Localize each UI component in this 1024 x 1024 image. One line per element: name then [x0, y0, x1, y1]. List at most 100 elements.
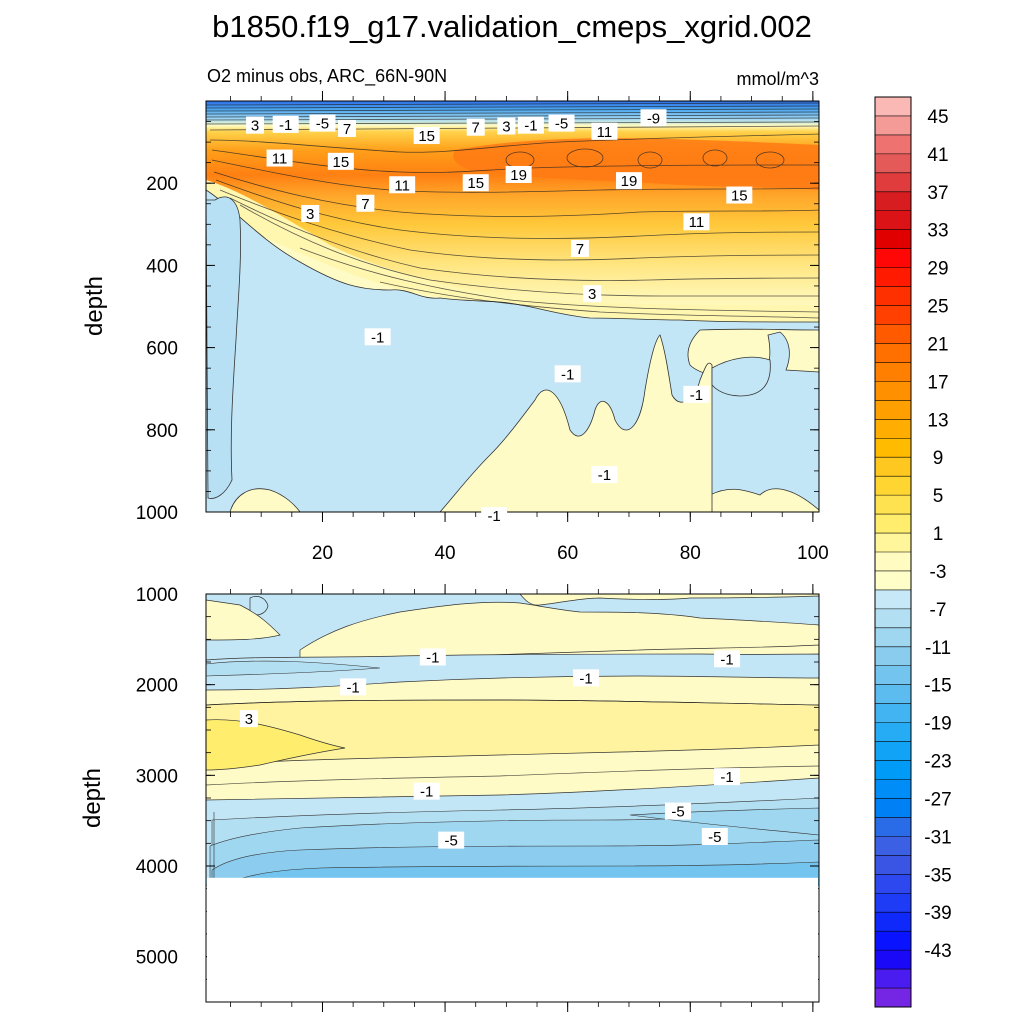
colorbar-swatch — [875, 419, 911, 439]
contour-label-box — [462, 174, 489, 192]
contour-label: 3 — [239, 710, 258, 728]
contour-label: -1 — [413, 782, 440, 801]
y-tick-label: 2000 — [136, 676, 178, 697]
contour-label-text: 11 — [597, 124, 613, 141]
lower-contour-line — [206, 765, 819, 786]
contour-label: -1 — [591, 466, 618, 484]
contour-label: -5 — [548, 114, 575, 133]
contour-label: 15 — [462, 174, 489, 192]
upper-contour-line — [213, 171, 819, 217]
upper-contour-eddy — [702, 149, 728, 167]
colorbar-swatch — [875, 912, 911, 932]
y-tick-label: 5000 — [136, 948, 178, 969]
contour-label-text: -5 — [555, 116, 568, 133]
contour-label-text: -5 — [708, 829, 721, 846]
colorbar-frame — [874, 96, 912, 1008]
upper-contour-line — [239, 204, 819, 297]
contour-label-text: 7 — [576, 241, 584, 258]
contour-label: 11 — [389, 176, 416, 194]
colorbar-label: -15 — [924, 676, 951, 697]
contour-label-box — [481, 507, 508, 525]
colorbar-label: -23 — [924, 752, 951, 773]
contour-label: -1 — [517, 116, 544, 135]
contour-label-text: 3 — [245, 711, 253, 728]
lower-yellow-left-blob — [206, 599, 281, 641]
contour-label: 11 — [266, 149, 293, 168]
contour-label: 7 — [570, 239, 589, 258]
contour-label: -1 — [714, 650, 741, 668]
contour-label-box — [327, 152, 354, 170]
colorbar-swatch — [875, 931, 911, 951]
contour-label-text: -1 — [420, 784, 433, 801]
contour-label: 3 — [583, 285, 602, 303]
contour-label-text: -1 — [371, 329, 384, 346]
upper-blue-patch-right — [711, 356, 771, 397]
upper-orange-core — [453, 138, 819, 190]
colorbar-swatch — [875, 495, 911, 515]
contour-label: -5 — [438, 831, 465, 850]
contour-label-text: -1 — [346, 679, 359, 696]
contour-label: -1 — [683, 385, 710, 404]
upper-contour-line — [206, 108, 819, 112]
upper-contour-line — [219, 189, 819, 261]
contour-label-box — [683, 385, 710, 403]
colorbar-swatch — [875, 589, 911, 610]
colorbar-label: -3 — [930, 562, 947, 583]
contour-label-box — [266, 149, 293, 167]
colorbar-swatch — [875, 476, 911, 496]
colorbar-swatch — [875, 362, 911, 382]
colorbar-label: 13 — [927, 410, 948, 431]
contour-label-text: 11 — [272, 151, 288, 168]
contour-label-box — [591, 122, 618, 140]
chart-subtitle: O2 minus obs, ARC_66N-90N — [207, 66, 447, 87]
colorbar-swatch — [875, 343, 911, 363]
no-data-mask — [207, 877, 818, 1001]
colorbar-swatch — [875, 210, 911, 231]
colorbar-swatch — [875, 988, 911, 1008]
y-tick-label: 4000 — [136, 857, 178, 878]
contour-label-text: -5 — [445, 833, 458, 850]
contour-label-text: -5 — [671, 804, 684, 821]
contour-label-box — [272, 115, 299, 133]
contour-label-text: -1 — [426, 649, 439, 666]
contour-label-box — [438, 831, 465, 849]
colorbar-swatch — [875, 305, 911, 325]
contour-label-box — [364, 328, 391, 346]
upper-contour-eddy — [637, 151, 663, 169]
contour-label-text: 15 — [333, 154, 350, 171]
y-tick-label: 400 — [146, 256, 178, 277]
contour-label: -1 — [714, 768, 741, 786]
contour-label-box — [665, 802, 692, 820]
contour-label: 15 — [327, 152, 354, 171]
contour-label: -1 — [419, 648, 446, 666]
contour-label-box — [419, 648, 446, 666]
contour-label-text: -5 — [316, 116, 329, 133]
contour-label-text: -1 — [561, 366, 574, 383]
colorbar-swatch — [875, 438, 911, 458]
colorbar-swatch — [875, 665, 911, 686]
contour-label-text: -1 — [598, 467, 611, 484]
colorbar-label: -31 — [924, 827, 951, 848]
colorbar-swatch — [875, 703, 911, 723]
colorbar-label: -43 — [924, 941, 951, 962]
contour-label-box — [573, 669, 600, 687]
contour-label-box — [583, 285, 602, 303]
colorbar-swatch — [875, 552, 911, 572]
colorbar-label: -7 — [930, 600, 947, 621]
y-tick-label: 600 — [146, 339, 178, 360]
contour-label: 15 — [726, 186, 753, 205]
contour-label-box — [714, 768, 741, 786]
colorbar-swatch — [875, 134, 911, 155]
upper-contour-line — [379, 281, 819, 319]
contour-label-box — [340, 678, 367, 696]
contour-label-box — [570, 239, 589, 257]
contour-label: 3 — [246, 116, 265, 135]
upper-yellow-tongue — [439, 334, 713, 512]
x-tick-label: 80 — [680, 543, 701, 564]
contour-label: 7 — [337, 119, 356, 138]
contour-label-text: -1 — [579, 670, 592, 687]
contour-label-box — [548, 114, 575, 132]
colorbar-swatch — [875, 874, 911, 894]
upper-contour-field — [206, 101, 819, 512]
contour-label: 7 — [356, 194, 375, 213]
